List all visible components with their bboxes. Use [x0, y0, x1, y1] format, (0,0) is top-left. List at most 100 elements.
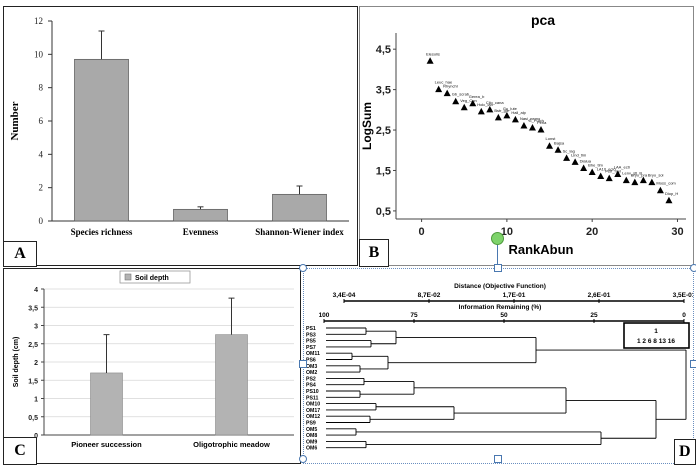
leaf-label: OM12 — [306, 414, 320, 420]
point-label: Gerea_b — [469, 94, 485, 99]
resize-handle-bottom[interactable] — [494, 455, 502, 463]
bar — [74, 58, 129, 222]
leaf-label: PS2 — [306, 376, 316, 382]
panel-c: Soil depth 0 0,5 1 1,5 2 2,5 3 3,5 4 Soil depth (c… — [3, 268, 301, 465]
data-point — [605, 174, 613, 182]
y-tick-label: 2 — [34, 360, 38, 367]
legend-box — [119, 270, 191, 284]
rotate-handle[interactable] — [491, 232, 504, 245]
group-box-line-1: 1 — [654, 328, 658, 335]
y-tick-label: 3,5 — [28, 305, 38, 312]
point-label: Rhynchl — [443, 84, 458, 89]
data-point — [622, 176, 630, 184]
leaf-label: PS9 — [306, 421, 316, 427]
y-axis-title: Number — [9, 101, 21, 140]
leaf-label: OM10 — [306, 402, 320, 408]
data-point — [426, 57, 434, 64]
y-tick-label: 0,5 — [28, 415, 38, 422]
x-tick-label: 0 — [419, 226, 425, 238]
resize-handle-top[interactable] — [494, 264, 502, 272]
data-point — [546, 142, 554, 149]
data-point — [648, 178, 656, 186]
resize-handle-left[interactable] — [299, 360, 307, 368]
data-point — [503, 111, 511, 119]
point-label: Gb_scrab — [452, 92, 470, 97]
resize-handle-bottom-left[interactable] — [299, 455, 307, 463]
y-tick-label: 1 — [34, 397, 38, 404]
leaf-label: PS7 — [306, 345, 316, 351]
information-tick-label: 0 — [682, 312, 686, 319]
point-label: Veg_Con — [460, 98, 476, 103]
point-label: LAA_ecti — [614, 165, 630, 170]
legend-swatch — [124, 273, 132, 281]
leaf-label: PS1 — [306, 326, 316, 332]
y-tick-label: 0 — [39, 216, 44, 226]
leaf-label: OM3 — [306, 364, 317, 370]
distance-tick-label: 8,7E-02 — [418, 292, 441, 299]
data-point — [597, 172, 605, 180]
data-point — [477, 107, 485, 115]
data-point — [563, 154, 571, 161]
point-label: Hall_alp — [511, 110, 526, 115]
panel-b: pca LogSum 0,5 1,5 2,5 3,5 4,5 0 10 20 30 RankAbun E… — [359, 6, 694, 267]
group-box-line-2: 1 2 6 8 13 16 — [637, 338, 675, 345]
x-tick-label: Shannon-Wiener index — [255, 227, 344, 237]
information-tick-label: 25 — [590, 312, 598, 319]
resize-handle-right[interactable] — [690, 360, 696, 368]
leaf-label: PS5 — [306, 339, 316, 345]
leaf-label: PS6 — [306, 358, 316, 364]
data-point — [631, 178, 639, 186]
x-tick-label: Evenness — [183, 227, 219, 237]
x-tick-label: 10 — [501, 226, 513, 238]
y-tick-label: 0 — [34, 433, 38, 440]
point-label: Lind_tlm — [571, 152, 587, 157]
y-axis-title: LogSum — [360, 102, 374, 150]
point-label: Cilo_cana — [486, 100, 505, 105]
point-label: Dialua — [580, 158, 592, 163]
resize-handle-top-right[interactable] — [690, 264, 696, 272]
panel-a: 0 2 4 6 8 10 12 Number Species richness Evenness S… — [3, 6, 358, 267]
y-tick-label: 2 — [39, 183, 44, 193]
data-point — [435, 85, 443, 93]
data-point — [614, 170, 622, 178]
distance-tick-label: 3,4E-04 — [333, 292, 356, 299]
data-point — [460, 103, 468, 111]
legend-label: Soil depth — [135, 275, 169, 282]
chart-d: Distance (Objective Function) 3,4E-04 8,7E… — [306, 283, 696, 452]
y-tick-label: 12 — [34, 16, 43, 26]
point-label: Diop_H — [665, 191, 678, 196]
y-tick-label: 2,5 — [28, 342, 38, 349]
y-tick-label: 3 — [34, 324, 38, 331]
x-tick-label: Species richness — [71, 227, 133, 237]
distance-axis-title: Distance (Objective Function) — [454, 283, 546, 290]
data-point — [580, 164, 588, 171]
point-label: Moss_com — [656, 181, 676, 186]
y-tick-label: 4 — [39, 149, 44, 159]
data-point — [537, 126, 545, 133]
leaf-label: OM6 — [306, 446, 317, 452]
point-label: Bryo_pra — [631, 173, 648, 178]
information-tick-label: 100 — [319, 312, 330, 319]
data-point — [443, 89, 451, 97]
data-point — [528, 124, 536, 131]
y-tick-label: 3,5 — [376, 85, 391, 97]
data-point — [520, 122, 528, 129]
panel-label-c: C — [3, 437, 37, 465]
y-tick-label: 10 — [34, 49, 44, 59]
resize-handle-top-left[interactable] — [299, 264, 307, 272]
y-tick-label: 1,5 — [376, 165, 391, 177]
point-label: Perla — [537, 120, 547, 125]
point-label: Bajsa — [554, 140, 565, 145]
y-axis-title: Soil depth (cm) — [13, 337, 20, 388]
point-label: Bryo_sol — [648, 173, 664, 178]
chart-title: pca — [531, 12, 555, 28]
panel-d[interactable]: Distance (Objective Function) 3,4E-04 8,7E… — [303, 268, 696, 465]
leaf-label: OM8 — [306, 433, 317, 439]
data-point — [571, 158, 579, 165]
group-box — [623, 322, 690, 349]
bar — [215, 334, 248, 436]
leaf-label: OM5 — [306, 427, 317, 433]
y-tick-label: 2,5 — [376, 125, 391, 137]
bar — [90, 372, 123, 436]
information-tick-label: 75 — [410, 312, 418, 319]
